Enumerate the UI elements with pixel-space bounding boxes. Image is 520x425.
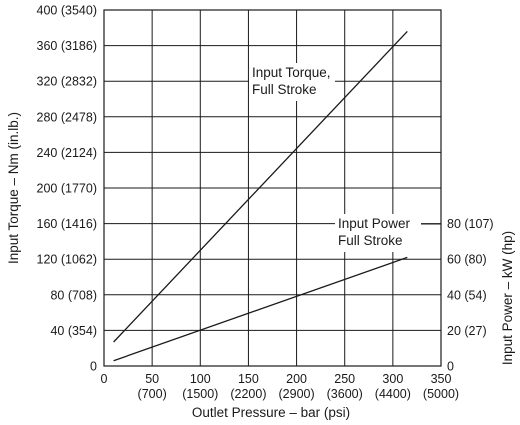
series-line-torque	[113, 30, 408, 343]
y-left-tick-label: 0	[90, 360, 97, 374]
x-tick-sublabel: (3600)	[327, 387, 363, 401]
y-left-tick-label: 80 (708)	[50, 288, 97, 302]
y-axis-left-label: Input Torque – Nm (in.lb.)	[6, 112, 21, 264]
x-tick-sublabel: (2200)	[230, 387, 266, 401]
x-tick-label: 250	[334, 372, 355, 386]
x-tick-label: 200	[286, 372, 307, 386]
x-tick-label: 50	[145, 372, 159, 386]
y-right-tick-label: 40 (54)	[447, 288, 487, 302]
y-left-tick-label: 200 (1770)	[37, 182, 97, 196]
annotation-power-background	[335, 214, 421, 252]
y-left-tick-label: 160 (1416)	[37, 217, 97, 231]
x-tick-sublabel: (2900)	[279, 387, 315, 401]
x-axis-label: Outlet Pressure – bar (psi)	[192, 405, 350, 420]
y-left-tick-label: 360 (3186)	[37, 39, 97, 53]
annotation-torque-background	[249, 63, 335, 101]
x-tick-label: 0	[101, 372, 108, 386]
annotation-power-line: Full Stroke	[338, 233, 403, 248]
y-left-tick-label: 40 (354)	[50, 324, 97, 338]
y-left-tick-label: 400 (3540)	[37, 4, 97, 18]
x-tick-sublabel: (700)	[138, 387, 167, 401]
x-tick-label: 350	[431, 372, 452, 386]
annotation-layer: Input Torque, Full Stroke Input Power Full …	[249, 63, 441, 252]
y-right-tick-label: 0	[447, 360, 454, 374]
y-left-tick-label: 120 (1062)	[37, 253, 97, 267]
x-tick-label: 100	[190, 372, 211, 386]
series-line-power	[113, 256, 408, 362]
plot-frame	[103, 9, 442, 367]
series-layer	[113, 30, 408, 362]
annotation-torque-line: Input Torque,	[252, 65, 331, 80]
x-tick-label: 300	[382, 372, 403, 386]
annotation-torque-line: Full Stroke	[252, 82, 317, 97]
y-left-tick-label: 280 (2478)	[37, 110, 97, 124]
y-left-tick-label: 240 (2124)	[37, 146, 97, 160]
x-tick-sublabel: (1500)	[182, 387, 218, 401]
y-left-tick-label: 320 (2832)	[37, 75, 97, 89]
tick-layer: 0 50(700) 100(1500) 150(2200) 200(2900) 250(3…	[37, 4, 494, 402]
y-axis-right-label: Input Power – kW (hp)	[500, 231, 515, 365]
x-tick-sublabel: (5000)	[423, 387, 459, 401]
annotation-power-line: Input Power	[338, 216, 411, 231]
y-right-tick-label: 60 (80)	[447, 253, 487, 267]
x-tick-label: 150	[238, 372, 259, 386]
y-right-tick-label: 20 (27)	[447, 324, 487, 338]
x-tick-sublabel: (4400)	[375, 387, 411, 401]
y-right-tick-label: 80 (107)	[447, 217, 494, 231]
